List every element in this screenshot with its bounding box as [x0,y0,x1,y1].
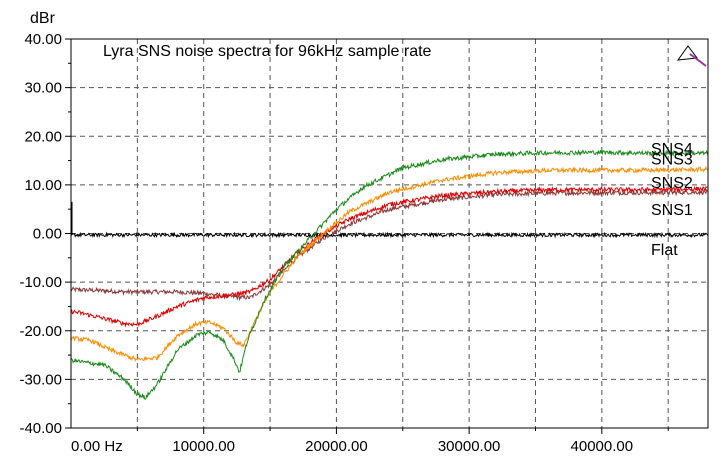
y-tick-label: 30.00 [24,80,62,97]
series-label-sns1: SNS1 [651,202,693,219]
y-tick-label: 10.00 [24,177,62,194]
series-label-flat: Flat [651,242,678,259]
series-line-sns2 [70,185,709,328]
x-tick-label: 10000.00 [172,438,235,455]
x-tick-label: 30000.00 [438,438,501,455]
y-axis-label: dBr [30,10,56,27]
x-tick-label: 0.00 Hz [71,438,123,455]
series-line-sns1 [70,188,709,302]
axes [65,38,709,434]
plot-frame [70,38,709,429]
tick-labels: 40.00 30.00 20.00 10.00 0.00 -10.00 -20.00 -30.… [19,31,633,455]
y-tick-label: -40.00 [19,420,62,437]
series-label-sns3: SNS3 [651,152,693,169]
x-tick-label: 40000.00 [571,438,634,455]
series-line-flat [70,231,709,239]
y-tick-label: 0.00 [33,226,62,243]
y-tick-label: 40.00 [24,31,62,48]
series-label-sns2: SNS2 [651,175,693,192]
series-line-sns4 [70,149,709,400]
pen-cursor-icon[interactable] [676,45,707,67]
x-tick-label: 20000.00 [305,438,368,455]
y-tick-label: -30.00 [19,371,62,388]
series-line-sns3 [70,165,709,362]
y-tick-label: 20.00 [24,128,62,145]
y-tick-label: -10.00 [19,274,62,291]
y-tick-label: -20.00 [19,323,62,340]
plot-series [70,149,709,400]
chart-title: Lyra SNS noise spectra for 96kHz sample … [103,43,432,60]
series-label-sns4: SNS4 [651,141,693,158]
